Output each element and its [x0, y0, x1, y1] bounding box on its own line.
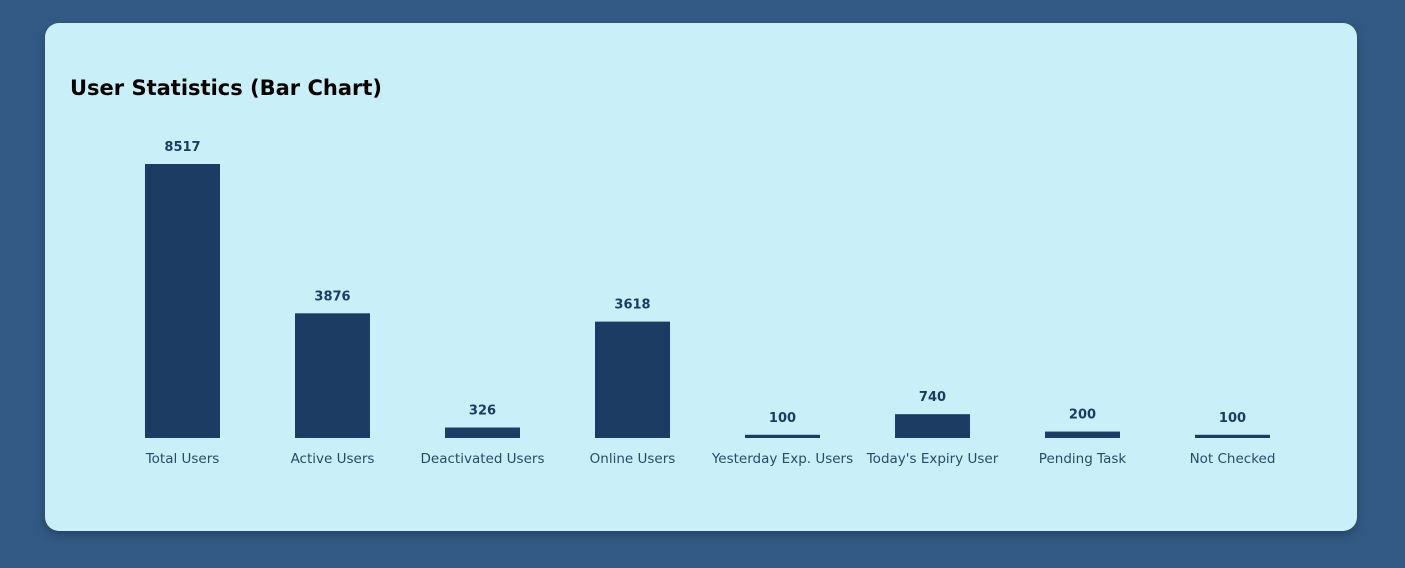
bar-value-label-2: 326 — [469, 404, 496, 419]
category-label-3: Online Users — [590, 451, 676, 467]
chart-card: User Statistics (Bar Chart) 8517 Total Us… — [45, 23, 1357, 531]
bar-5 — [895, 414, 970, 438]
bar-value-label-0: 8517 — [164, 140, 200, 155]
category-label-5: Today's Expiry User — [866, 451, 999, 467]
bar-0 — [145, 164, 220, 438]
bar-value-label-3: 3618 — [614, 298, 650, 313]
bar-6 — [1045, 431, 1120, 438]
bar-2 — [445, 427, 520, 438]
bar-value-label-5: 740 — [919, 390, 946, 405]
category-label-2: Deactivated Users — [421, 451, 545, 467]
category-label-0: Total Users — [145, 451, 220, 467]
chart-title: User Statistics (Bar Chart) — [70, 76, 382, 100]
bar-value-label-4: 100 — [769, 411, 796, 426]
bar-value-label-6: 200 — [1069, 408, 1096, 423]
bar-4 — [745, 434, 820, 438]
category-label-7: Not Checked — [1190, 451, 1276, 467]
category-label-1: Active Users — [291, 451, 375, 467]
bar-chart: 8517 Total Users 3876 Active Users 326 Deacti… — [145, 140, 1276, 467]
bar-1 — [295, 313, 370, 438]
bar-value-label-7: 100 — [1219, 411, 1246, 426]
bar-3 — [595, 321, 670, 438]
bar-value-label-1: 3876 — [314, 289, 350, 304]
category-label-6: Pending Task — [1039, 451, 1127, 467]
category-label-4: Yesterday Exp. Users — [711, 451, 853, 467]
bar-7 — [1195, 434, 1270, 438]
